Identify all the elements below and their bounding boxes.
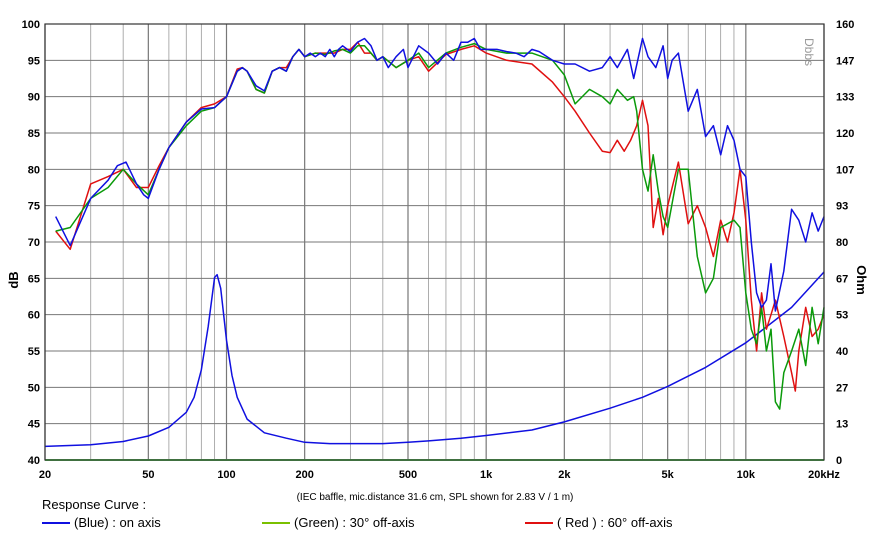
- y2-tick-label: 53: [836, 310, 848, 322]
- series-line-impedance: [44, 271, 825, 448]
- x-tick-label: 1k: [480, 469, 493, 481]
- legend-item-30-off-axis: (Green) : 30° off-axis: [262, 515, 415, 530]
- legend-label: (Green) : 30° off-axis: [294, 515, 415, 530]
- x-tick-label: 100: [217, 469, 235, 481]
- x-tick-label: 2k: [558, 469, 571, 481]
- y2-tick-label: 93: [836, 201, 848, 213]
- y-tick-label: 75: [28, 201, 40, 213]
- y-tick-label: 70: [28, 237, 40, 249]
- legend-label: ( Red ) : 60° off-axis: [557, 515, 673, 530]
- y-tick-label: 55: [28, 346, 40, 358]
- x-tick-label: 10k: [737, 469, 756, 481]
- y-tick-label: 60: [28, 310, 40, 322]
- y2-tick-label: 40: [836, 346, 848, 358]
- x-tick-label: 200: [295, 469, 313, 481]
- y-tick-label: 40: [28, 455, 40, 467]
- plot-frame: [44, 23, 825, 461]
- y2-tick-label: 13: [836, 419, 848, 431]
- y2-tick-label: 67: [836, 273, 848, 285]
- y-tick-label: 65: [28, 273, 40, 285]
- y-tick-label: 50: [28, 382, 40, 394]
- y2-tick-label: 0: [836, 455, 842, 467]
- y-tick-label: 80: [28, 164, 40, 176]
- series-line-60-off-axis: [55, 41, 825, 392]
- series-line-on-axis: [55, 37, 825, 312]
- legend-item-60-off-axis: ( Red ) : 60° off-axis: [525, 515, 673, 530]
- x-tick-label: 500: [399, 469, 417, 481]
- legend-item-on-axis: (Blue) : on axis: [42, 515, 161, 530]
- grid: [44, 23, 825, 461]
- y-tick-label: 90: [28, 92, 40, 104]
- y-tick-label: 85: [28, 128, 40, 140]
- measurement-note: (IEC baffle, mic.distance 31.6 cm, SPL s…: [297, 492, 574, 503]
- x-tick-label: 50: [142, 469, 154, 481]
- y2-tick-label: 120: [836, 128, 854, 140]
- y-tick-label: 100: [22, 19, 40, 31]
- legend-label: (Blue) : on axis: [74, 515, 161, 530]
- y2-tick-label: 27: [836, 382, 848, 394]
- y2-tick-label: 133: [836, 92, 854, 104]
- x-tick-label: 20kHz: [808, 469, 840, 481]
- y2-axis-label: Ohm: [854, 265, 869, 295]
- x-tick-label: 5k: [662, 469, 675, 481]
- x-tick-label: 20: [39, 469, 51, 481]
- axes: 40 45 50 55 60 65 70 75 80 85 90 95 100 0 13 27 40 53 67 80…: [22, 19, 855, 481]
- watermark: Dbbs: [802, 38, 816, 66]
- legend-swatch-red: [525, 521, 553, 524]
- legend-title: Response Curve :: [42, 497, 147, 512]
- y2-tick-label: 147: [836, 55, 854, 67]
- y-tick-label: 45: [28, 419, 40, 431]
- y-axis-label: dB: [6, 271, 21, 288]
- legend-swatch-blue: [42, 521, 70, 524]
- y2-tick-label: 107: [836, 164, 854, 176]
- y2-tick-label: 160: [836, 19, 854, 31]
- legend-swatch-green: [262, 521, 290, 524]
- series-lines: [44, 37, 825, 461]
- series-line-30-off-axis: [55, 42, 825, 410]
- y-tick-label: 95: [28, 55, 40, 67]
- y2-tick-label: 80: [836, 237, 848, 249]
